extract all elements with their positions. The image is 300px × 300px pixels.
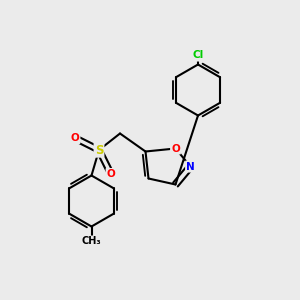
Text: O: O bbox=[70, 133, 80, 143]
Text: N: N bbox=[186, 161, 195, 172]
Text: O: O bbox=[106, 169, 116, 179]
Text: S: S bbox=[95, 143, 103, 157]
Text: O: O bbox=[171, 143, 180, 154]
Text: Cl: Cl bbox=[192, 50, 204, 61]
Text: CH₃: CH₃ bbox=[82, 236, 101, 247]
